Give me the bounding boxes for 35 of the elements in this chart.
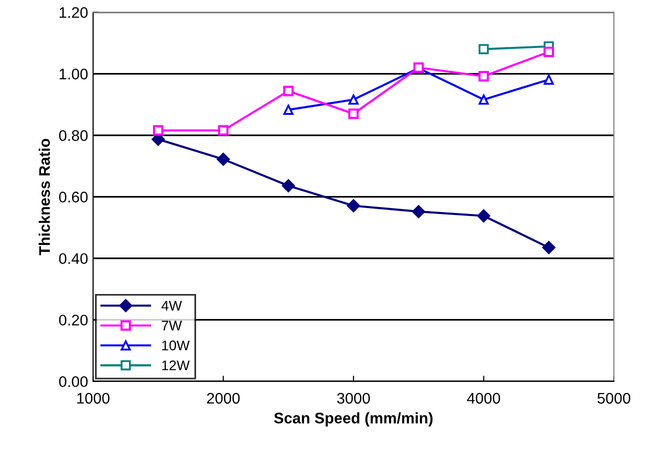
point	[282, 179, 295, 192]
legend-label: 12W	[162, 360, 190, 370]
point	[218, 125, 229, 136]
point	[283, 104, 294, 115]
x-tick-label: 5000	[598, 392, 630, 404]
point	[348, 94, 359, 105]
point	[152, 125, 164, 136]
x-axis-title: Scan Speed (mm/min)	[274, 412, 433, 427]
point	[478, 94, 489, 105]
point	[347, 199, 360, 212]
y-tick-label: 0.80	[59, 130, 88, 141]
point	[544, 74, 554, 85]
x-tick-label: 3000	[337, 392, 370, 404]
point	[216, 152, 230, 166]
y-tick-label: 0.60	[59, 192, 88, 202]
x-tick-label: 2000	[207, 392, 240, 404]
y-tick-label: 1.00	[60, 68, 88, 80]
legend-label: 4W	[161, 300, 182, 310]
point	[478, 71, 489, 82]
point	[542, 241, 556, 254]
y-tick-label: 0.40	[59, 253, 88, 264]
y-tick-label: 0.00	[59, 376, 88, 388]
y-axis-title: Thickness Ratio	[38, 138, 50, 256]
y-tick-label: 1.20	[60, 7, 88, 18]
point	[544, 46, 554, 58]
point	[412, 205, 426, 218]
y-tick-label: 0.20	[59, 314, 88, 326]
x-tick-label: 1000	[77, 392, 110, 404]
point	[348, 108, 359, 119]
point	[477, 209, 490, 222]
x-tick-label: 4000	[467, 392, 500, 404]
legend-label: 7W	[162, 320, 182, 330]
legend-label: 10W	[162, 340, 190, 350]
point	[283, 86, 294, 96]
point	[478, 44, 489, 54]
